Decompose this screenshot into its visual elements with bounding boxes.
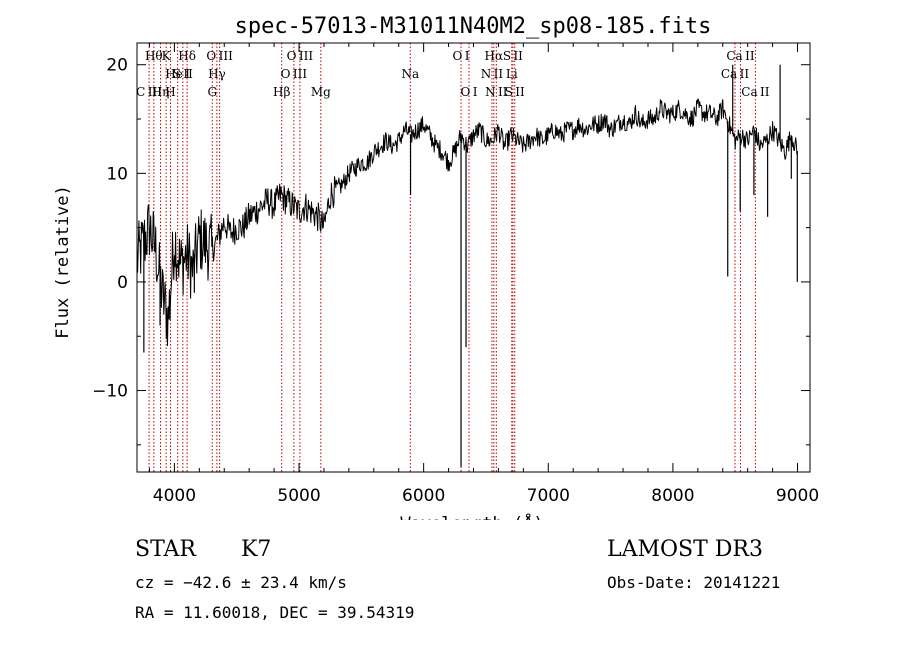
line-marker-label: O I bbox=[453, 49, 470, 63]
line-marker-label: He I bbox=[165, 67, 190, 81]
x-tick-label: 8000 bbox=[651, 486, 694, 506]
x-axis-label: Wavelength (Å) bbox=[400, 512, 543, 520]
line-marker-label: N II bbox=[481, 67, 504, 81]
line-marker-label: Hη bbox=[152, 85, 170, 99]
line-marker-label: Hα bbox=[485, 49, 504, 63]
line-marker-label: C III bbox=[136, 85, 162, 99]
x-tick-label: 6000 bbox=[402, 486, 445, 506]
line-marker-label: Mg bbox=[311, 85, 331, 99]
line-marker-label: O III bbox=[281, 67, 308, 81]
y-tick-label: −10 bbox=[92, 382, 128, 402]
y-axis-ticks: −10 0 10 20 bbox=[92, 56, 810, 446]
line-marker-label: O I bbox=[461, 85, 478, 99]
line-marker-label: Ca II bbox=[721, 67, 749, 81]
line-marker-label: O III bbox=[287, 49, 314, 63]
absorption-spikes bbox=[143, 64, 798, 467]
sky-coordinates: RA = 11.60018, DEC = 39.54319 bbox=[135, 603, 415, 622]
x-tick-label: 4000 bbox=[153, 486, 196, 506]
x-tick-label: 5000 bbox=[277, 486, 320, 506]
line-marker-label: Hδ bbox=[178, 49, 196, 63]
redshift-cz: cz = −42.6 ± 23.4 km/s bbox=[135, 573, 347, 592]
object-subclass: K7 bbox=[241, 537, 272, 562]
spectrum-line bbox=[136, 98, 798, 347]
x-tick-label: 7000 bbox=[527, 486, 570, 506]
y-axis-label: Flux (relative) bbox=[53, 185, 73, 339]
x-axis-ticks: 4000 5000 6000 7000 8000 9000 bbox=[148, 43, 819, 506]
line-marker-label: S II bbox=[503, 49, 523, 63]
object-class: STAR bbox=[135, 537, 196, 562]
chart-title: spec-57013-M31011N40M2_sp08-185.fits bbox=[235, 14, 712, 39]
line-marker-label: O III bbox=[206, 49, 233, 63]
line-marker-label: Hβ bbox=[273, 85, 290, 99]
line-marker-label: Ca II bbox=[741, 85, 769, 99]
line-marker-label: G bbox=[207, 85, 217, 99]
line-marker-label: Na bbox=[401, 67, 419, 81]
line-markers bbox=[148, 43, 756, 472]
line-marker-label: K bbox=[162, 49, 172, 63]
line-marker-label: Li bbox=[506, 67, 518, 81]
line-marker-label: S II bbox=[173, 67, 193, 81]
spectrum-chart: spec-57013-M31011N40M2_sp08-185.fits C I… bbox=[53, 14, 819, 520]
line-marker-label: Ca II bbox=[726, 49, 754, 63]
y-tick-label: 20 bbox=[106, 56, 128, 76]
line-marker-label: H bbox=[165, 85, 175, 99]
line-marker-label: Hθ bbox=[145, 49, 163, 63]
line-marker-label: N II bbox=[485, 85, 508, 99]
observation-date: Obs-Date: 20141221 bbox=[607, 573, 781, 592]
line-marker-label: Hγ bbox=[208, 67, 226, 81]
x-tick-label: 9000 bbox=[776, 486, 819, 506]
survey-name: LAMOST DR3 bbox=[607, 537, 763, 562]
line-marker-label: S II bbox=[505, 85, 525, 99]
y-tick-label: 10 bbox=[106, 164, 128, 184]
y-tick-label: 0 bbox=[117, 273, 128, 293]
